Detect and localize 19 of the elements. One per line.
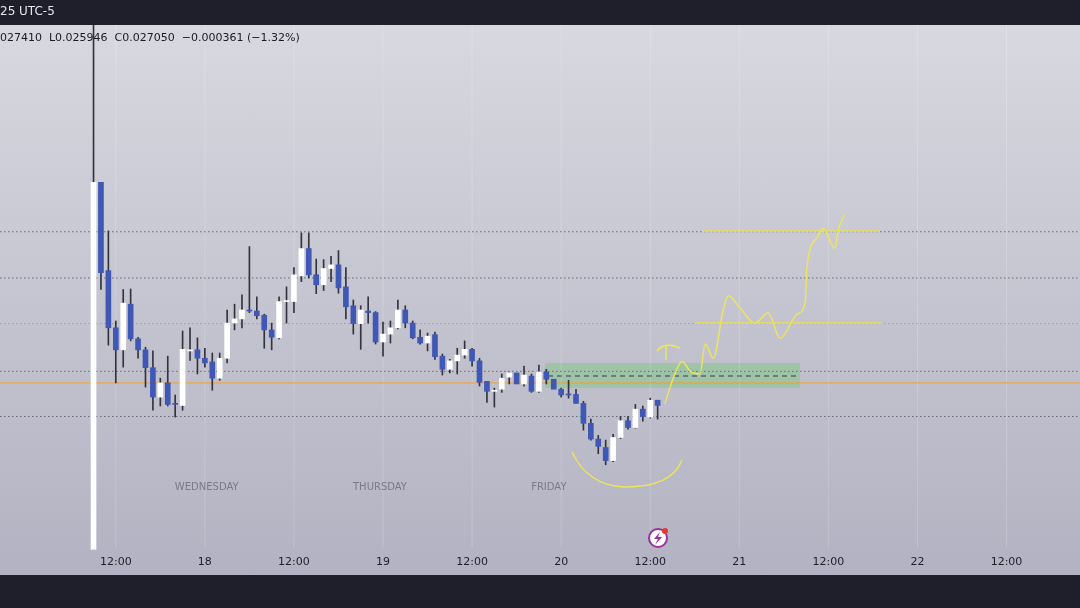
x-tick-label: 18 <box>197 555 212 569</box>
candlestick <box>380 321 386 357</box>
x-tick-label: 12:00 <box>634 555 667 569</box>
x-tick-label: 19 <box>376 555 391 569</box>
annotation: WEDNESDAY <box>174 480 240 492</box>
candlestick <box>454 347 461 375</box>
x-tick-label: 12:00 <box>99 555 132 569</box>
x-tick-label: 22 <box>910 555 925 569</box>
annotation: THURSDAY <box>352 480 408 492</box>
x-tick-label: 12:00 <box>990 555 1023 569</box>
x-tick-label: 12:00 <box>456 555 488 569</box>
x-tick-label: 20 <box>554 555 569 569</box>
x-tick-label: 21 <box>732 555 747 569</box>
text: 25 UTC-5 <box>0 4 55 19</box>
x-tick-label: 12:00 <box>278 555 310 569</box>
candlestick <box>328 256 334 282</box>
x-tick-label: 12:00 <box>812 555 845 569</box>
annotation: FRIDAY <box>531 480 568 492</box>
candlestick <box>365 296 371 324</box>
